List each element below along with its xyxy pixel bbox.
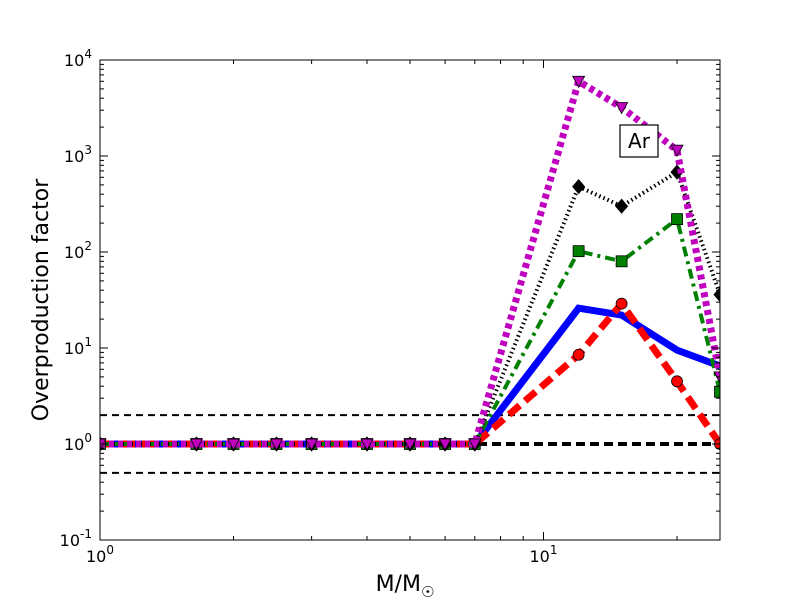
- series-4-point-3: [269, 438, 284, 451]
- series-3-point-10: [615, 198, 629, 214]
- x-tick-label-0-exp: 0: [106, 543, 114, 557]
- series-4-point-7: [438, 438, 452, 451]
- series-1-point-10: [615, 297, 628, 310]
- series-4-point-9: [571, 75, 586, 89]
- y-tick-label-0: 10-1: [60, 527, 92, 550]
- annotation-layer: Ar: [619, 124, 659, 158]
- x-axis-title-text: M/M: [376, 572, 421, 597]
- y-tick-label-2-base: 10: [64, 339, 84, 358]
- x-tick-label-1: 101: [530, 543, 558, 566]
- y-tick-label-3: 102: [64, 239, 92, 262]
- y-tick-label-2: 101: [64, 335, 92, 358]
- y-axis-title: Overproduction factor: [29, 178, 54, 421]
- x-tick-label-1-exp: 1: [550, 543, 558, 557]
- plot-frame: [99, 59, 721, 541]
- annotation-box: [619, 124, 659, 158]
- series-4-point-8: [468, 438, 482, 451]
- y-tick-label-3-exp: 2: [84, 239, 92, 253]
- series-4-point-1: [189, 438, 204, 451]
- y-tick-label-1-exp: 0: [84, 431, 92, 445]
- series-4-point-4: [304, 438, 319, 451]
- series-3-point-12: [713, 286, 720, 303]
- y-tick-label-0-base: 10: [60, 531, 80, 550]
- series-4-point-6: [403, 438, 417, 451]
- series-3-point-9: [572, 178, 586, 195]
- y-tick-label-1: 100: [64, 431, 92, 454]
- x-tick-label-0-base: 10: [86, 547, 106, 566]
- series-4-point-5: [360, 438, 374, 451]
- series-4-point-2: [226, 438, 241, 451]
- series-2-point-12: [714, 385, 720, 398]
- y-tick-label-5-base: 10: [64, 51, 84, 70]
- series-layer: [100, 75, 720, 452]
- annotation-label: Ar: [628, 129, 651, 153]
- series-2-point-11: [671, 213, 683, 226]
- series-2-point-9: [572, 245, 585, 258]
- y-tick-label-0-exp: -1: [80, 527, 92, 541]
- x-axis-title: M/M☉: [376, 572, 435, 600]
- series-4-point-11: [670, 144, 684, 158]
- y-tick-label-2-exp: 1: [84, 335, 92, 349]
- series-1-point-9: [572, 348, 585, 361]
- y-tick-label-4: 103: [64, 143, 92, 166]
- x-axis-title-symbol: ☉: [421, 583, 434, 600]
- y-tick-label-1-base: 10: [64, 435, 84, 454]
- y-tick-label-5: 104: [64, 47, 92, 70]
- y-tick-label-5-exp: 4: [84, 47, 92, 61]
- x-tick-label-1-base: 10: [530, 547, 550, 566]
- series-2-point-10: [615, 255, 628, 268]
- series-1-point-11: [671, 375, 683, 388]
- y-tick-label-4-base: 10: [64, 147, 84, 166]
- y-tick-label-4-exp: 3: [84, 143, 92, 157]
- series-4-point-10: [614, 102, 629, 115]
- x-tick-label-0: 100: [86, 543, 114, 566]
- y-tick-label-3-base: 10: [64, 243, 84, 262]
